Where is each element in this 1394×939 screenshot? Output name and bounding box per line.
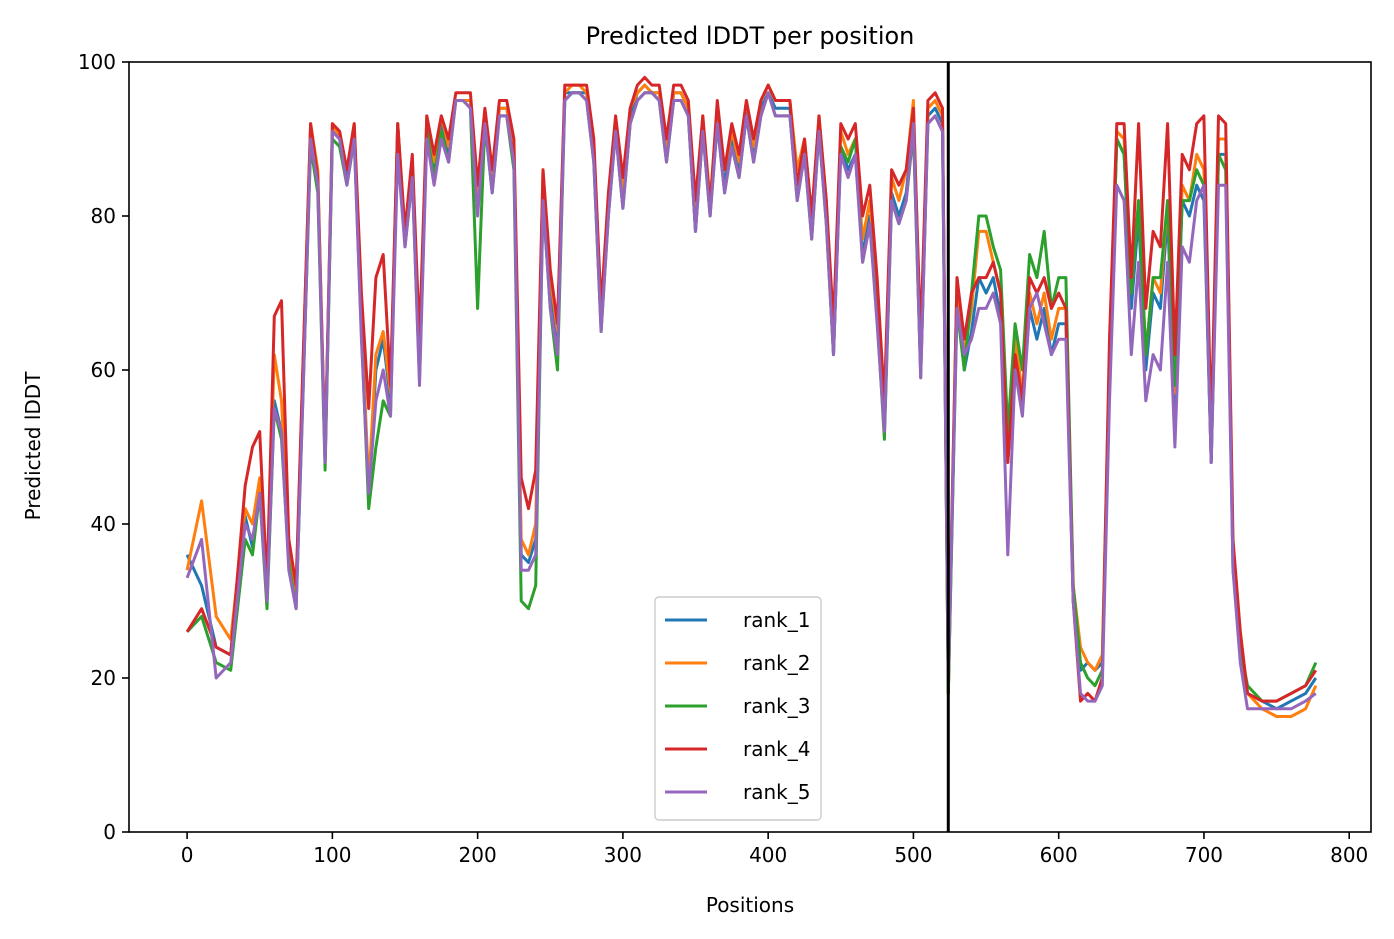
x-tick-label: 600	[1040, 843, 1078, 867]
x-axis: 0 100 200 300 400 500 600 700 800	[181, 832, 1368, 867]
legend: rank_1 rank_2 rank_3 rank_4 rank_5	[654, 596, 822, 821]
legend-label-rank_3: rank_3	[743, 694, 810, 718]
legend-label-rank_4: rank_4	[743, 737, 810, 761]
axes-frame	[128, 61, 1372, 833]
x-tick-label: 300	[604, 843, 642, 867]
legend-label-rank_1: rank_1	[743, 608, 810, 632]
y-tick-label: 100	[78, 50, 116, 74]
x-tick-label: 100	[313, 843, 351, 867]
x-tick-label: 200	[459, 843, 497, 867]
x-tick-label: 700	[1185, 843, 1223, 867]
y-tick-label: 20	[91, 666, 116, 690]
y-tick-label: 60	[91, 358, 116, 382]
plot-area	[128, 61, 1372, 833]
y-tick-label: 0	[103, 820, 116, 844]
y-tick-label: 40	[91, 512, 116, 536]
legend-label-rank_2: rank_2	[743, 651, 810, 675]
legend-box	[654, 596, 822, 821]
x-tick-label: 0	[181, 843, 194, 867]
x-tick-label: 400	[749, 843, 787, 867]
x-tick-label: 800	[1330, 843, 1368, 867]
x-tick-label: 500	[894, 843, 932, 867]
series-layer	[185, 75, 1318, 718]
x-axis-label: Positions	[706, 893, 794, 917]
legend-label-rank_5: rank_5	[743, 780, 810, 804]
chart-title: Predicted lDDT per position	[586, 22, 915, 50]
y-axis-label: Predicted lDDT	[21, 371, 45, 521]
y-tick-label: 80	[91, 204, 116, 228]
series-line-rank_5	[185, 91, 1317, 711]
y-axis: 0 20 40 60 80 100	[78, 50, 129, 844]
